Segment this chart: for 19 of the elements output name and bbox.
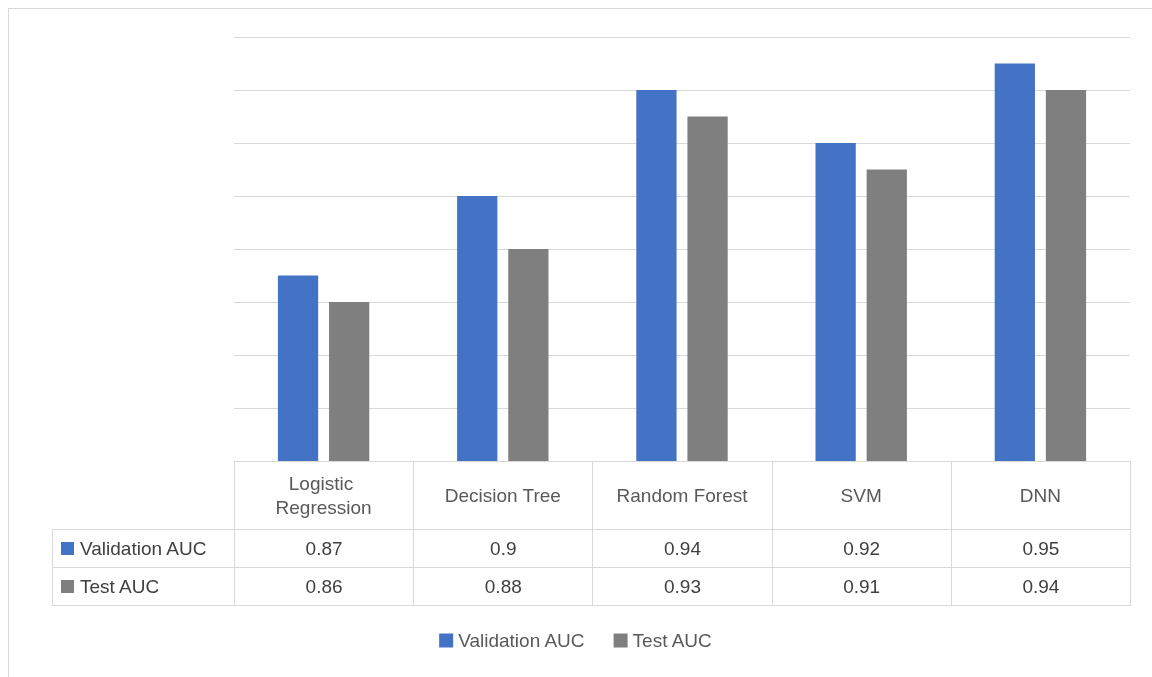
text: Test AUC: [80, 575, 160, 597]
data-label: 0.91: [771, 567, 952, 606]
legend-label: Test AUC: [632, 630, 712, 651]
data-label: 0.92: [771, 529, 952, 568]
data-label: 0.86: [234, 567, 415, 606]
data-label: 0.87: [234, 529, 415, 568]
x-tick-label: Decision Tree: [444, 484, 561, 506]
data-label: 0.9: [413, 529, 594, 568]
x-tick-label: Logistic Regression: [275, 472, 372, 518]
data-label: 0.95: [950, 529, 1131, 568]
x-tick-label: DNN: [1019, 484, 1061, 506]
data-label: 0.93: [592, 567, 773, 606]
legend-label: Validation AUC: [52, 529, 235, 568]
data-label: 0.94: [950, 567, 1131, 606]
x-tick-label: SVM: [840, 484, 882, 506]
text: Validation AUC: [458, 630, 585, 651]
x-tick-label: Random Forest: [616, 484, 749, 506]
data-label: 0.94: [592, 529, 773, 568]
data-label: 0.88: [413, 567, 594, 606]
